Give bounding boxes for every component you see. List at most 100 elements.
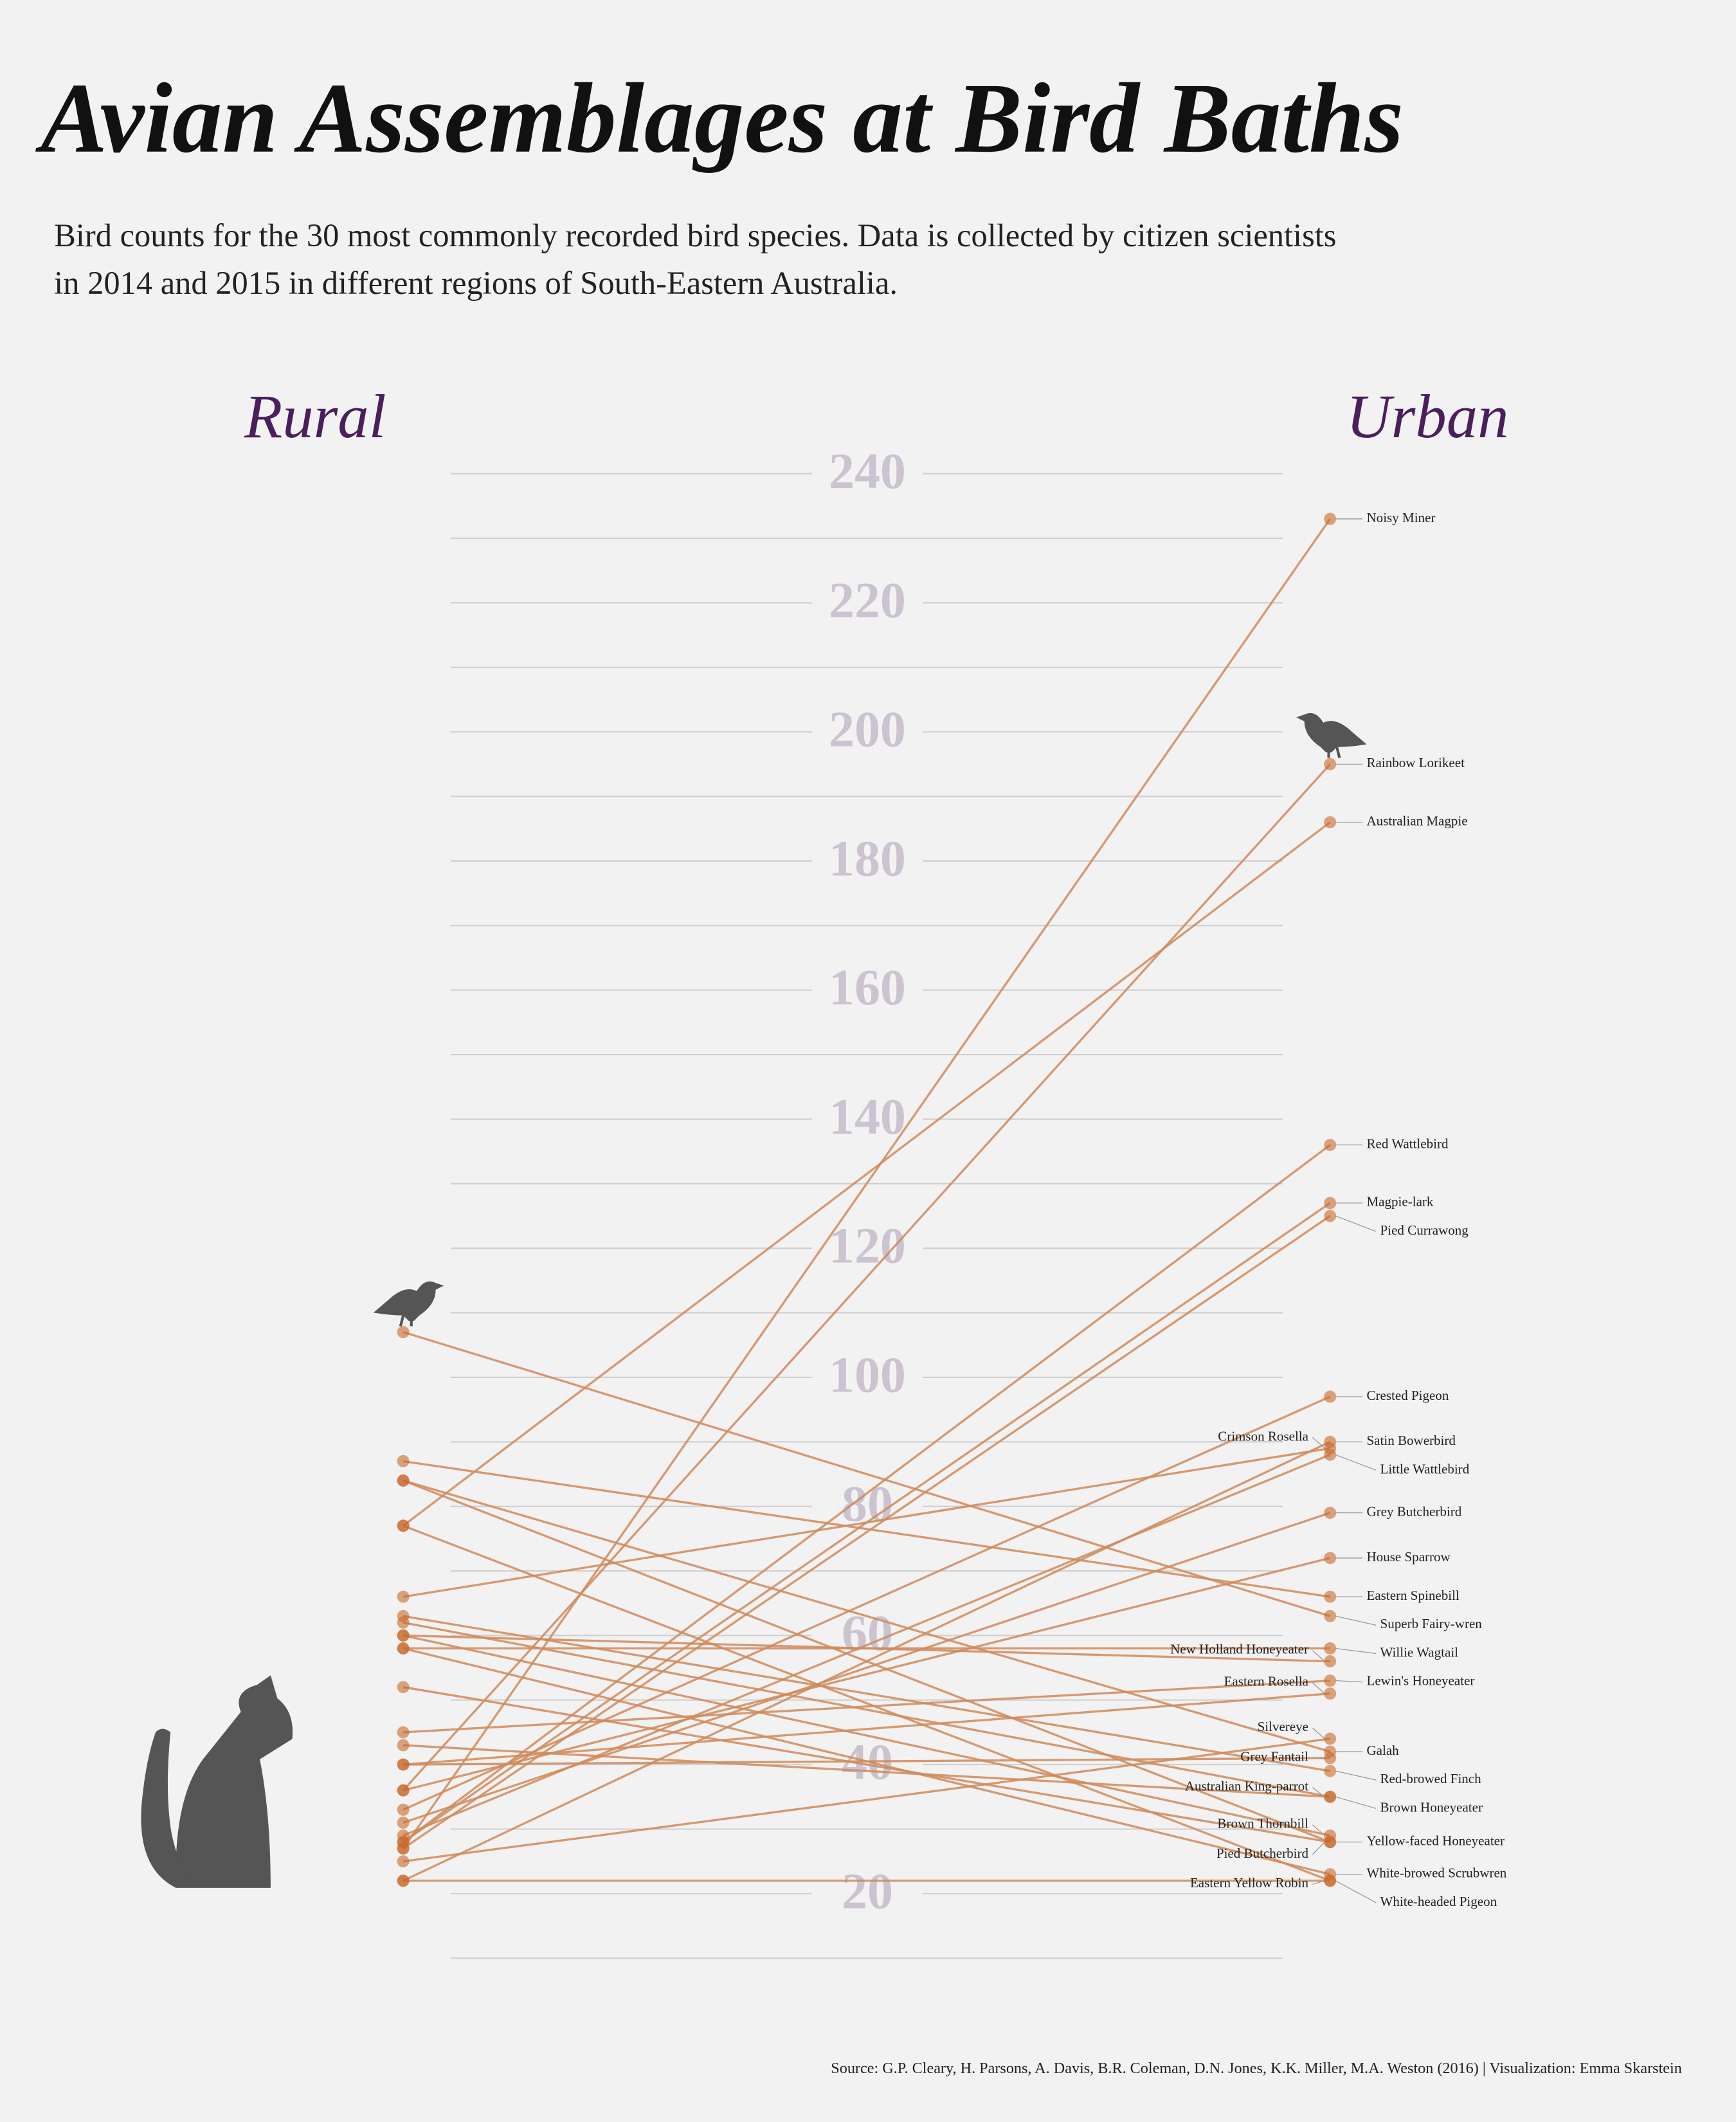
species-label: Eastern Rosella	[1224, 1674, 1309, 1689]
leader-line	[1335, 1770, 1377, 1781]
leader-line	[1335, 1215, 1377, 1232]
urban-dot	[1324, 1674, 1337, 1687]
slope-line	[403, 1634, 1330, 1663]
slope-line	[402, 1686, 1330, 1844]
species-label: Rainbow Lorikeet	[1366, 755, 1465, 770]
y-tick-label: 120	[829, 1218, 906, 1274]
species-label: Magpie-lark	[1366, 1194, 1433, 1210]
species-label: Silvereye	[1258, 1719, 1308, 1734]
slope-line	[402, 1479, 1331, 1844]
leader-line	[1335, 1880, 1377, 1903]
slope-line	[402, 518, 1332, 1849]
species-label: White-headed Pigeon	[1380, 1894, 1497, 1909]
leader-line	[1335, 1796, 1377, 1809]
species-label: Willie Wagtail	[1380, 1644, 1459, 1660]
bird-icon	[373, 1281, 444, 1327]
tick-label-bg	[811, 578, 923, 628]
urban-dot	[1324, 1642, 1337, 1655]
chart-title: Avian Assemblages at Bird Baths	[35, 62, 1404, 174]
rural-dot	[397, 1326, 410, 1339]
species-label: Lewin's Honeyeater	[1366, 1673, 1474, 1689]
rural-dot	[397, 1855, 410, 1868]
species-label: Little Wattlebird	[1380, 1461, 1470, 1476]
slope-line	[402, 1447, 1330, 1598]
urban-dot	[1324, 1507, 1337, 1519]
leader-line	[1312, 1650, 1325, 1662]
species-label: Crested Pigeon	[1366, 1388, 1449, 1403]
slope-line	[403, 1744, 1330, 1798]
rural-dot	[397, 1629, 410, 1642]
rural-dot	[397, 1590, 410, 1603]
slope-line	[403, 1679, 1330, 1734]
leader-line	[1312, 1757, 1325, 1759]
species-label: Crimson Rosella	[1218, 1428, 1308, 1444]
urban-dot	[1324, 1435, 1337, 1448]
bird-icon	[1296, 712, 1367, 759]
tick-label-bg	[811, 707, 923, 757]
leader-line	[1335, 1454, 1377, 1471]
tick-label-bg	[811, 1224, 923, 1273]
urban-dot	[1324, 1874, 1337, 1887]
rural-dot	[397, 1829, 410, 1842]
rural-dot	[397, 1816, 410, 1829]
urban-dot	[1324, 512, 1337, 525]
species-label: Noisy Miner	[1366, 510, 1435, 525]
urban-dot	[1324, 1687, 1337, 1700]
species-label: Brown Honeyeater	[1380, 1799, 1483, 1815]
slopes	[397, 512, 1337, 1887]
slope-line	[402, 1479, 1331, 1753]
slope-line	[402, 1647, 1331, 1876]
rural-dot	[397, 1803, 410, 1816]
y-tick-label: 160	[829, 959, 906, 1016]
leader-line	[1335, 1647, 1377, 1655]
rural-dot	[397, 1842, 410, 1855]
subtitle: in 2014 and 2015 in different regions of…	[54, 265, 898, 301]
leader-line	[1312, 1727, 1325, 1739]
species-label: Australian Magpie	[1366, 813, 1467, 829]
rural-dot	[397, 1784, 410, 1797]
species-label: Red Wattlebird	[1366, 1136, 1448, 1151]
slope-line	[402, 1621, 1330, 1798]
urban-dot	[1324, 1764, 1337, 1777]
y-tick-label: 220	[829, 572, 906, 629]
urban-dot	[1324, 1210, 1337, 1222]
species-label: Galah	[1366, 1743, 1399, 1758]
urban-dot	[1324, 1590, 1337, 1603]
y-tick-label: 240	[829, 443, 906, 500]
species-label: White-browed Scrubwren	[1366, 1865, 1506, 1881]
leader-line	[1312, 1880, 1325, 1885]
labels: Noisy Miner Rainbow Lorikeet Australian Ma…	[1170, 510, 1507, 1909]
species-label: Brown Thornbill	[1217, 1816, 1308, 1831]
slope-line	[402, 1395, 1331, 1811]
species-label: Red-browed Finch	[1380, 1771, 1482, 1786]
urban-dot	[1324, 1139, 1337, 1152]
slope-line	[402, 763, 1331, 1791]
slope-line	[402, 1331, 1331, 1617]
urban-dot	[1324, 1610, 1337, 1622]
rural-heading: Rural	[244, 382, 386, 451]
rural-dot	[397, 1474, 410, 1487]
species-label: New Holland Honeyeater	[1170, 1642, 1308, 1657]
species-label: Grey Butcherbird	[1366, 1504, 1461, 1519]
slope-line	[402, 1460, 1330, 1598]
y-tick-label: 20	[842, 1863, 893, 1919]
species-label: Yellow-faced Honeyeater	[1366, 1833, 1505, 1848]
slope-line	[402, 1634, 1331, 1837]
urban-dot	[1324, 757, 1337, 770]
slope-line	[402, 821, 1331, 1527]
urban-dot	[1324, 1836, 1337, 1849]
rural-dot	[397, 1739, 410, 1752]
tick-label-bg	[811, 1094, 923, 1144]
leader-line	[1335, 1680, 1363, 1683]
rural-dot	[397, 1726, 410, 1739]
rural-dot	[397, 1874, 410, 1887]
slope-line	[402, 1215, 1331, 1850]
y-tick-label: 140	[829, 1089, 906, 1145]
urban-dot	[1324, 816, 1337, 829]
urban-dot	[1324, 1655, 1337, 1668]
tick-label-bg	[811, 1869, 923, 1918]
urban-heading: Urban	[1346, 382, 1509, 451]
subtitle: Bird counts for the 30 most commonly rec…	[54, 217, 1336, 253]
species-label: Grey Fantail	[1240, 1748, 1308, 1764]
